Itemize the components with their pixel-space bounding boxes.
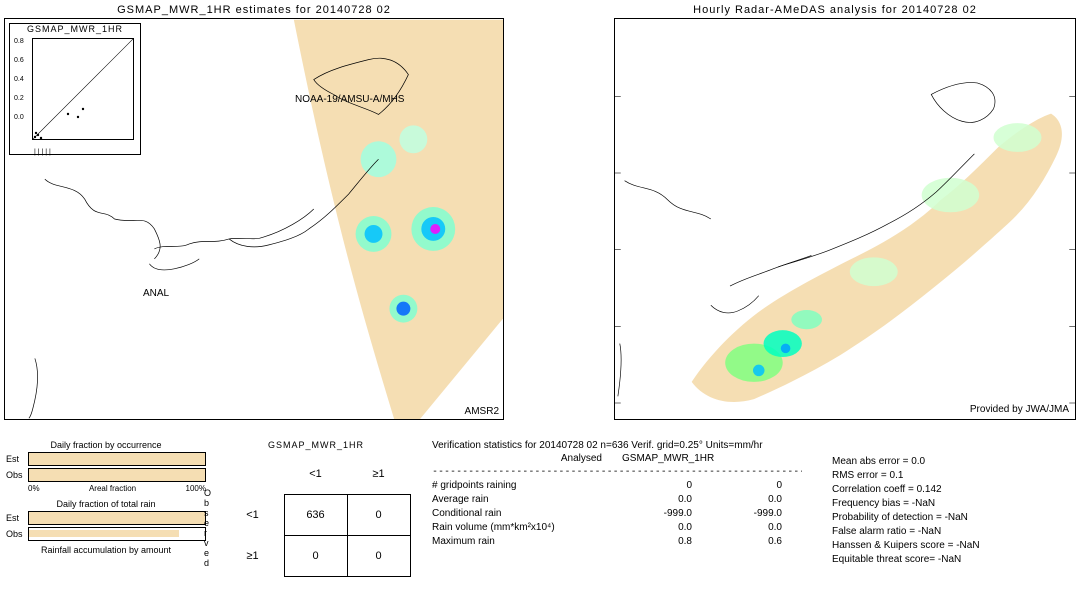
sat-label-bottom: AMSR2 xyxy=(465,406,499,417)
bar-est-label: Est xyxy=(6,454,28,464)
left-map-panel: GSMAP_MWR_1HR estimates for 20140728 02 xyxy=(4,4,504,434)
bar-title-1: Daily fraction by occurrence xyxy=(6,440,206,450)
sat-label-top: NOAA-19/AMSU-A/MHS xyxy=(295,94,404,105)
stat-pod: Probability of detection = -NaN xyxy=(832,512,1068,523)
verif-title: Verification statistics for 20140728 02 … xyxy=(432,440,1068,451)
cont-col-ge1: ≥1 xyxy=(347,454,410,495)
cont-row-ge1: ≥1 xyxy=(222,536,285,577)
bar-title-3: Rainfall accumulation by amount xyxy=(6,545,206,555)
bar-obs-1 xyxy=(28,468,206,482)
bar-obs-2 xyxy=(28,527,206,541)
verif-row: Average rain0.00.0 xyxy=(432,494,802,505)
verif-row: Rain volume (mm*km²x10⁴)0.00.0 xyxy=(432,522,802,533)
right-map-panel: Hourly Radar-AMeDAS analysis for 2014072… xyxy=(594,4,1076,434)
stat-mae: Mean abs error = 0.0 xyxy=(832,456,1068,467)
stat-rms: RMS error = 0.1 xyxy=(832,470,1068,481)
observed-label: Observed xyxy=(204,488,211,568)
provided-label: Provided by JWA/JMA xyxy=(970,404,1069,415)
bar-title-2: Daily fraction of total rain xyxy=(6,499,206,509)
stats-list: Mean abs error = 0.0 RMS error = 0.1 Cor… xyxy=(802,453,1068,568)
left-map-title: GSMAP_MWR_1HR estimates for 20140728 02 xyxy=(4,4,504,16)
cont-cell-12: 0 xyxy=(347,495,410,536)
verif-row: Maximum rain0.80.6 xyxy=(432,536,802,547)
stat-ets: Equitable threat score= -NaN xyxy=(832,554,1068,565)
verification-stats: Verification statistics for 20140728 02 … xyxy=(424,438,1076,608)
stat-fbias: Frequency bias = -NaN xyxy=(832,498,1068,509)
bar-obs-label: Obs xyxy=(6,470,28,480)
cont-cell-11: 636 xyxy=(284,495,347,536)
cont-row-lt1: <1 xyxy=(222,495,285,536)
verif-row: # gridpoints raining00 xyxy=(432,480,802,491)
stat-far: False alarm ratio = -NaN xyxy=(832,526,1068,537)
inset-scatter: GSMAP_MWR_1HR | | | | | 0.8 xyxy=(9,23,141,155)
verif-row: Conditional rain-999.0-999.0 xyxy=(432,508,802,519)
verif-header: Analysed GSMAP_MWR_1HR xyxy=(432,453,802,464)
inset-title: GSMAP_MWR_1HR xyxy=(10,24,140,34)
bar-est-2 xyxy=(28,511,206,525)
cont-cell-21: 0 xyxy=(284,536,347,577)
inset-xlabel: ANAL xyxy=(143,288,169,299)
cont-cell-22: 0 xyxy=(347,536,410,577)
cont-col-lt1: <1 xyxy=(284,454,347,495)
bar-charts: Daily fraction by occurrence Est Obs 0% … xyxy=(4,438,208,608)
right-map-box: Provided by JWA/JMA 45 40 35 30 25 120 1… xyxy=(614,18,1076,420)
right-map-title: Hourly Radar-AMeDAS analysis for 2014072… xyxy=(594,4,1076,16)
bar-est-1 xyxy=(28,452,206,466)
left-map-box: GSMAP_MWR_1HR | | | | | 0.8 xyxy=(4,18,504,420)
inset-plot xyxy=(32,38,134,140)
cont-title: GSMAP_MWR_1HR xyxy=(216,440,416,450)
stat-corr: Correlation coeff = 0.142 xyxy=(832,484,1068,495)
stat-hk: Hanssen & Kuipers score = -NaN xyxy=(832,540,1068,551)
contingency-table: Observed GSMAP_MWR_1HR <1 ≥1 <1 636 0 ≥1… xyxy=(208,438,424,608)
right-map-svg xyxy=(615,19,1075,419)
verif-divider: ----------------------------------------… xyxy=(432,466,802,477)
